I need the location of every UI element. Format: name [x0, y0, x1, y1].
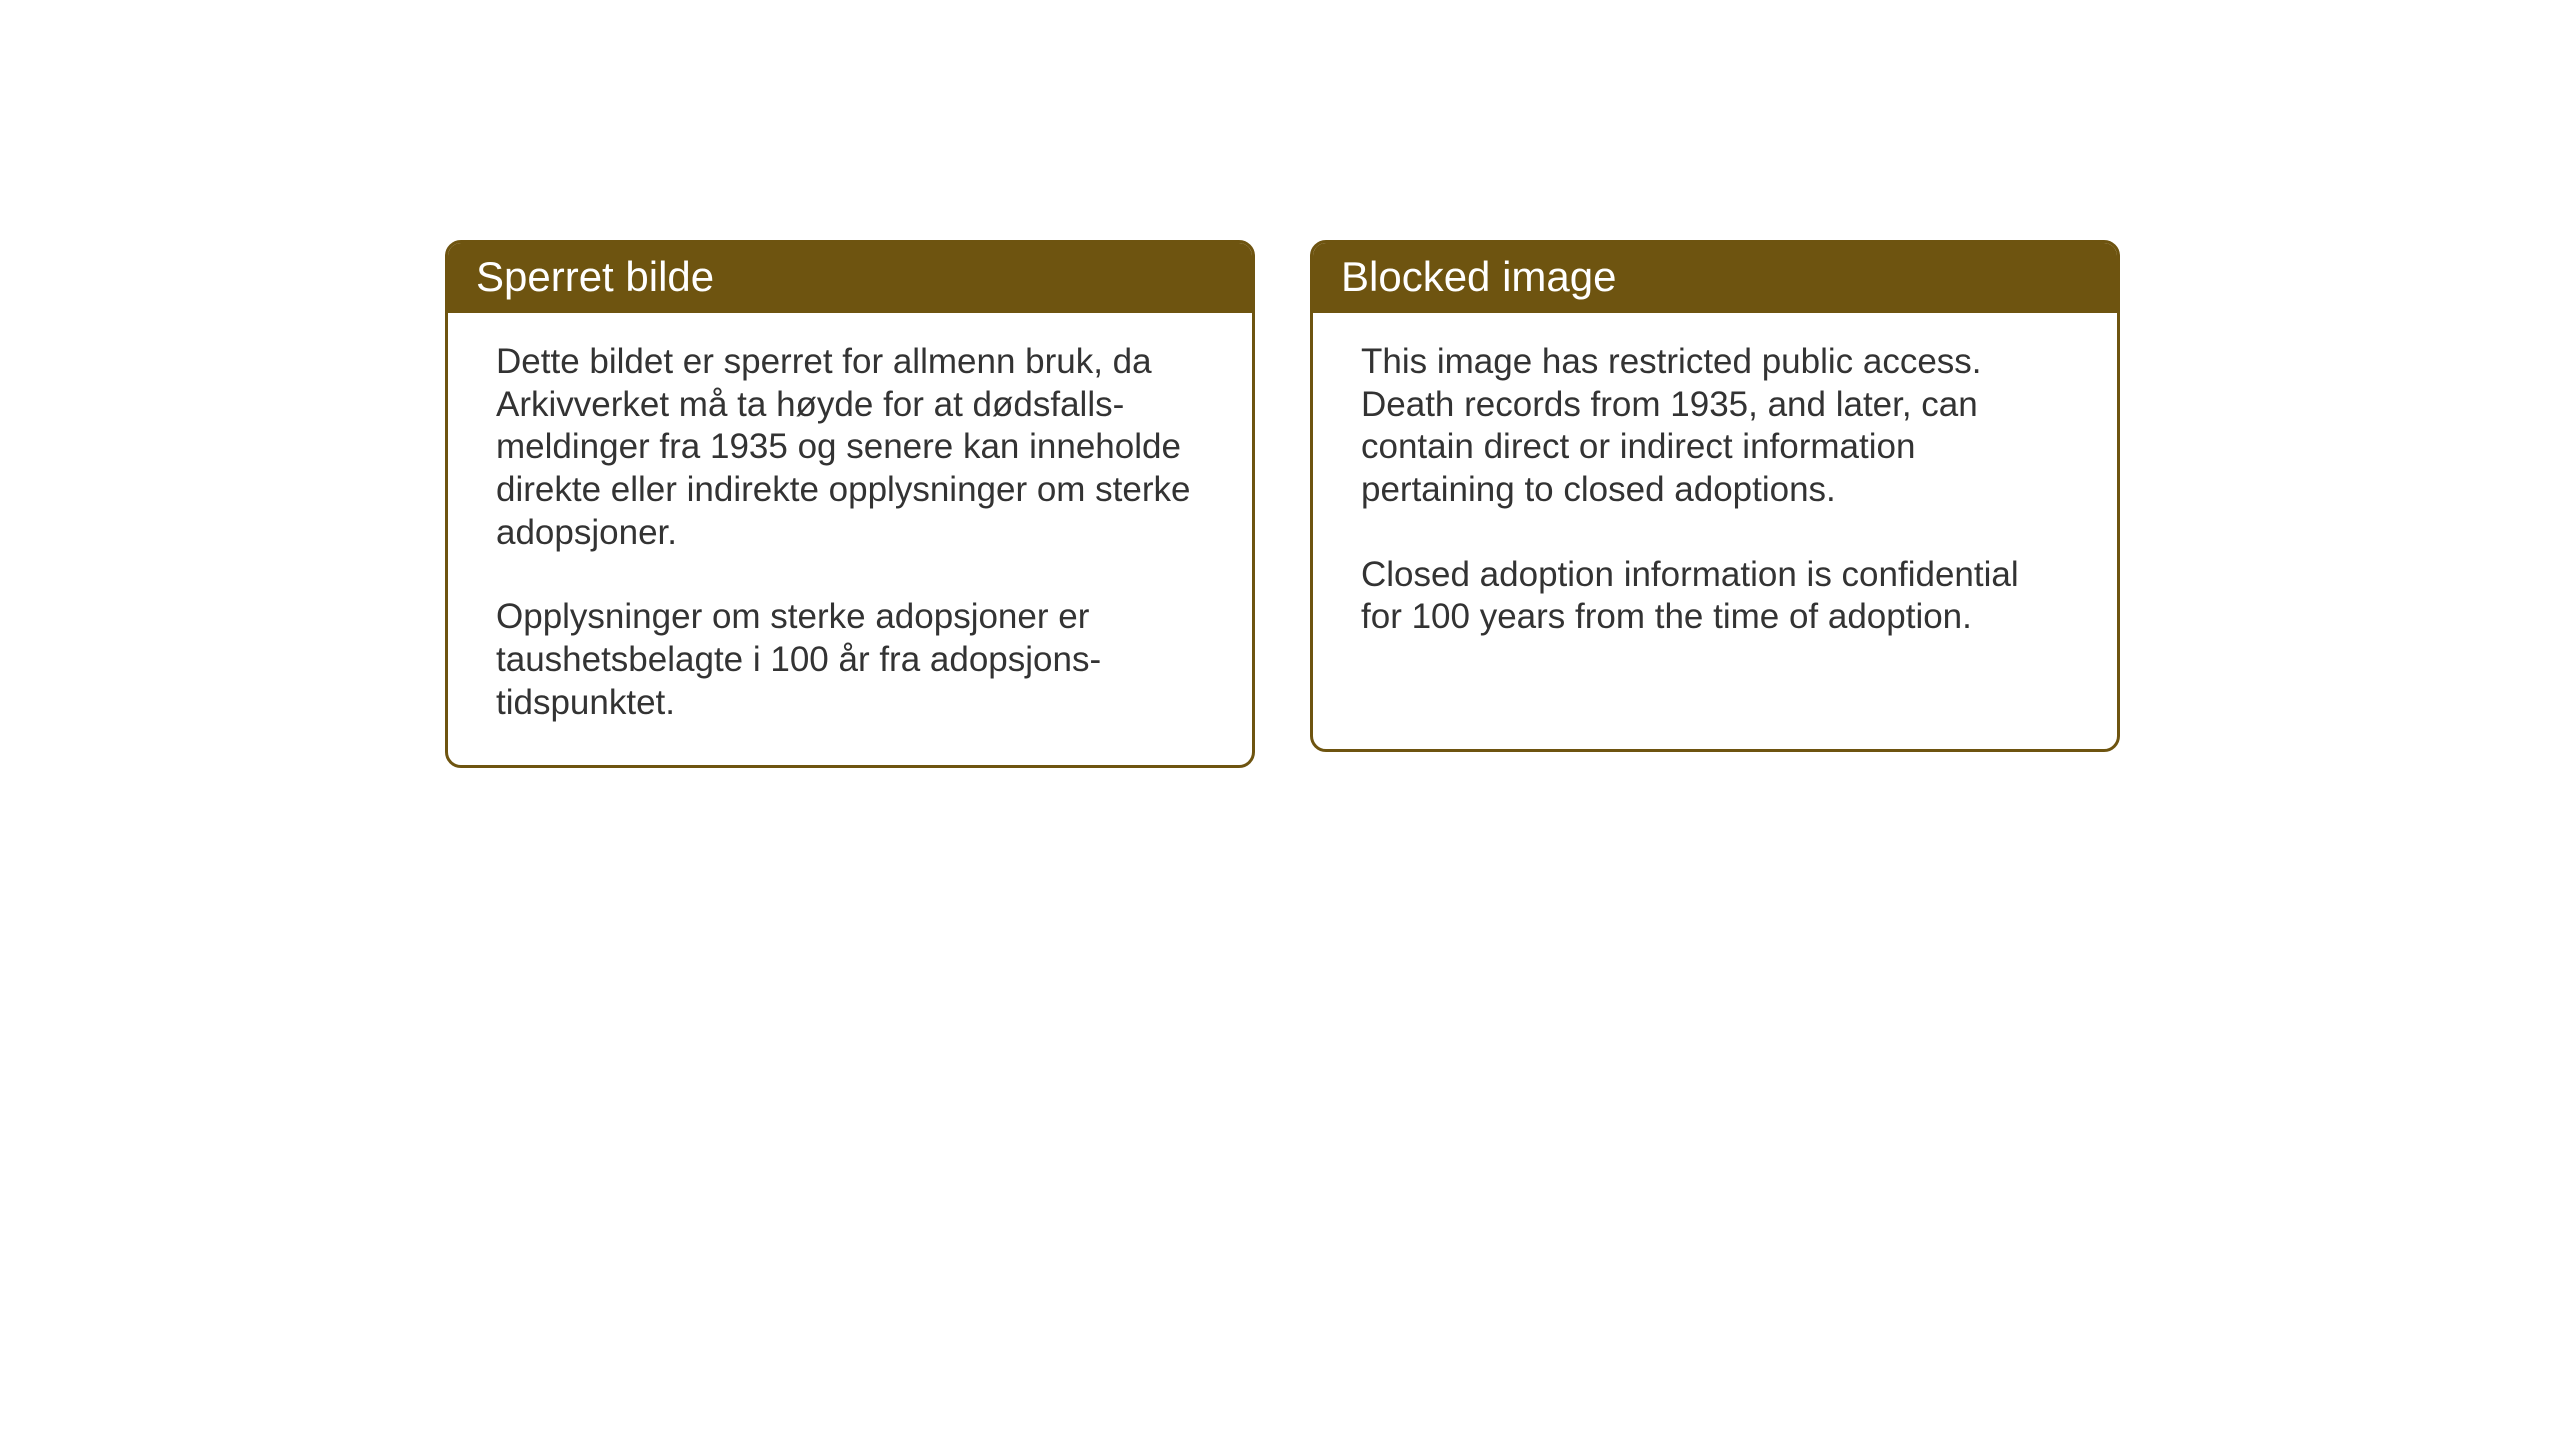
notice-box-english: Blocked image This image has restricted … [1310, 240, 2120, 752]
notice-paragraph: Closed adoption information is confident… [1361, 554, 2069, 639]
notice-paragraph: Opplysninger om sterke adopsjoner er tau… [496, 596, 1204, 724]
notice-paragraph: This image has restricted public access.… [1361, 341, 2069, 512]
notice-body-english: This image has restricted public access.… [1313, 313, 2117, 679]
notice-container: Sperret bilde Dette bildet er sperret fo… [445, 240, 2120, 768]
notice-header-english: Blocked image [1313, 243, 2117, 313]
notice-paragraph: Dette bildet er sperret for allmenn bruk… [496, 341, 1204, 554]
notice-box-norwegian: Sperret bilde Dette bildet er sperret fo… [445, 240, 1255, 768]
notice-header-norwegian: Sperret bilde [448, 243, 1252, 313]
notice-body-norwegian: Dette bildet er sperret for allmenn bruk… [448, 313, 1252, 765]
